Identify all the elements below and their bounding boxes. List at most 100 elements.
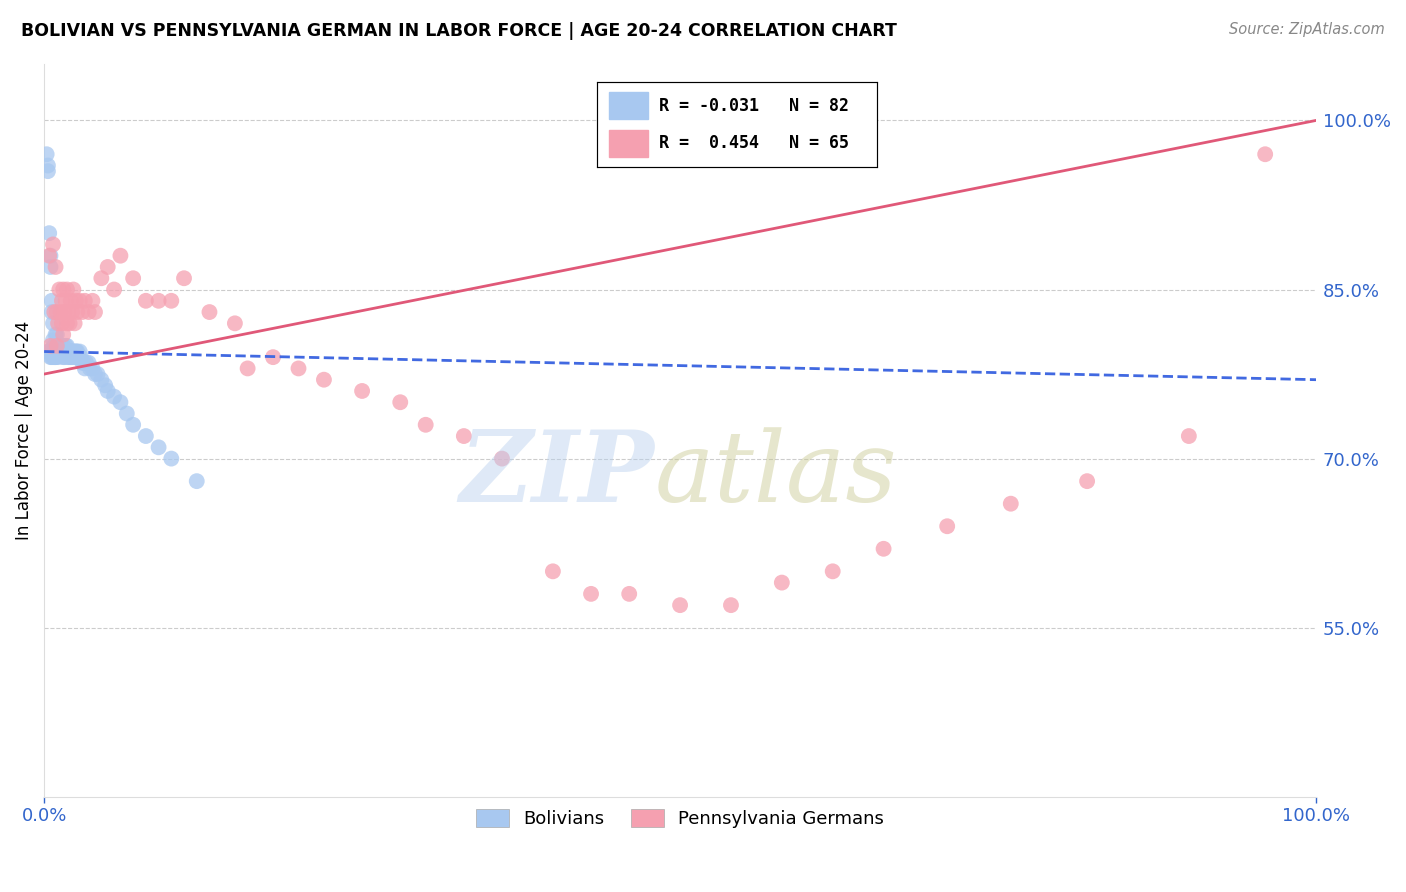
Point — [103, 390, 125, 404]
Point — [236, 361, 259, 376]
Point — [56, 344, 79, 359]
Point — [160, 451, 183, 466]
Point — [90, 373, 112, 387]
Point — [669, 598, 692, 612]
Point — [73, 293, 96, 308]
Point — [579, 587, 602, 601]
Point — [415, 417, 437, 432]
Text: atlas: atlas — [655, 426, 897, 522]
Point — [198, 305, 221, 319]
Point — [45, 350, 67, 364]
Point — [262, 350, 284, 364]
Point — [122, 271, 145, 285]
Point — [97, 384, 120, 398]
Point — [37, 344, 59, 359]
Point — [39, 260, 62, 274]
Point — [77, 305, 100, 319]
Point — [1000, 497, 1022, 511]
Point — [58, 350, 80, 364]
Point — [51, 344, 73, 359]
Point — [148, 293, 170, 308]
Point — [65, 344, 87, 359]
Point — [63, 316, 86, 330]
Point — [122, 417, 145, 432]
Point — [45, 339, 67, 353]
Text: BOLIVIAN VS PENNSYLVANIA GERMAN IN LABOR FORCE | AGE 20-24 CORRELATION CHART: BOLIVIAN VS PENNSYLVANIA GERMAN IN LABOR… — [21, 22, 897, 40]
Point — [70, 350, 93, 364]
Text: Source: ZipAtlas.com: Source: ZipAtlas.com — [1229, 22, 1385, 37]
Point — [45, 350, 67, 364]
Point — [541, 565, 564, 579]
Point — [49, 344, 72, 359]
Point — [38, 344, 60, 359]
Point — [59, 344, 82, 359]
Point — [66, 305, 89, 319]
Point — [110, 395, 132, 409]
Point — [72, 356, 94, 370]
Point — [60, 344, 83, 359]
Point — [41, 305, 63, 319]
Point — [160, 293, 183, 308]
Point — [312, 373, 335, 387]
Point — [491, 451, 513, 466]
Point — [53, 344, 76, 359]
Point — [48, 344, 70, 359]
Point — [42, 350, 65, 364]
Point — [52, 350, 75, 364]
Point — [770, 575, 793, 590]
Point — [41, 293, 63, 308]
Point — [52, 339, 75, 353]
Point — [53, 350, 76, 364]
Point — [66, 344, 89, 359]
Point — [58, 344, 80, 359]
Point — [287, 361, 309, 376]
Point — [45, 344, 67, 359]
Point — [97, 260, 120, 274]
Point — [52, 283, 75, 297]
Point — [58, 344, 80, 359]
Point — [148, 440, 170, 454]
Point — [58, 344, 80, 359]
Point — [51, 316, 73, 330]
Point — [52, 327, 75, 342]
Point — [69, 344, 91, 359]
Point — [79, 361, 101, 376]
Point — [51, 339, 73, 353]
Point — [173, 271, 195, 285]
Point — [52, 344, 75, 359]
Point — [72, 356, 94, 370]
Point — [44, 305, 66, 319]
Point — [56, 316, 79, 330]
Point — [60, 350, 83, 364]
Point — [75, 356, 97, 370]
Point — [82, 293, 104, 308]
Point — [45, 260, 67, 274]
Point — [48, 283, 70, 297]
Point — [55, 293, 77, 308]
Point — [84, 367, 107, 381]
Point — [65, 293, 87, 308]
Point — [60, 305, 83, 319]
Point — [73, 361, 96, 376]
Point — [1076, 474, 1098, 488]
Point — [135, 293, 157, 308]
Point — [44, 339, 66, 353]
Point — [49, 305, 72, 319]
Point — [135, 429, 157, 443]
Point — [69, 293, 91, 308]
Point — [51, 293, 73, 308]
Point — [38, 249, 60, 263]
Point — [44, 344, 66, 359]
Point — [63, 350, 86, 364]
Point — [42, 237, 65, 252]
Point — [49, 339, 72, 353]
Legend: Bolivians, Pennsylvania Germans: Bolivians, Pennsylvania Germans — [468, 802, 891, 836]
Point — [56, 283, 79, 297]
Point — [45, 344, 67, 359]
Point — [42, 333, 65, 347]
Point — [46, 344, 69, 359]
Point — [453, 429, 475, 443]
Point — [55, 344, 77, 359]
Point — [37, 159, 59, 173]
Point — [59, 350, 82, 364]
